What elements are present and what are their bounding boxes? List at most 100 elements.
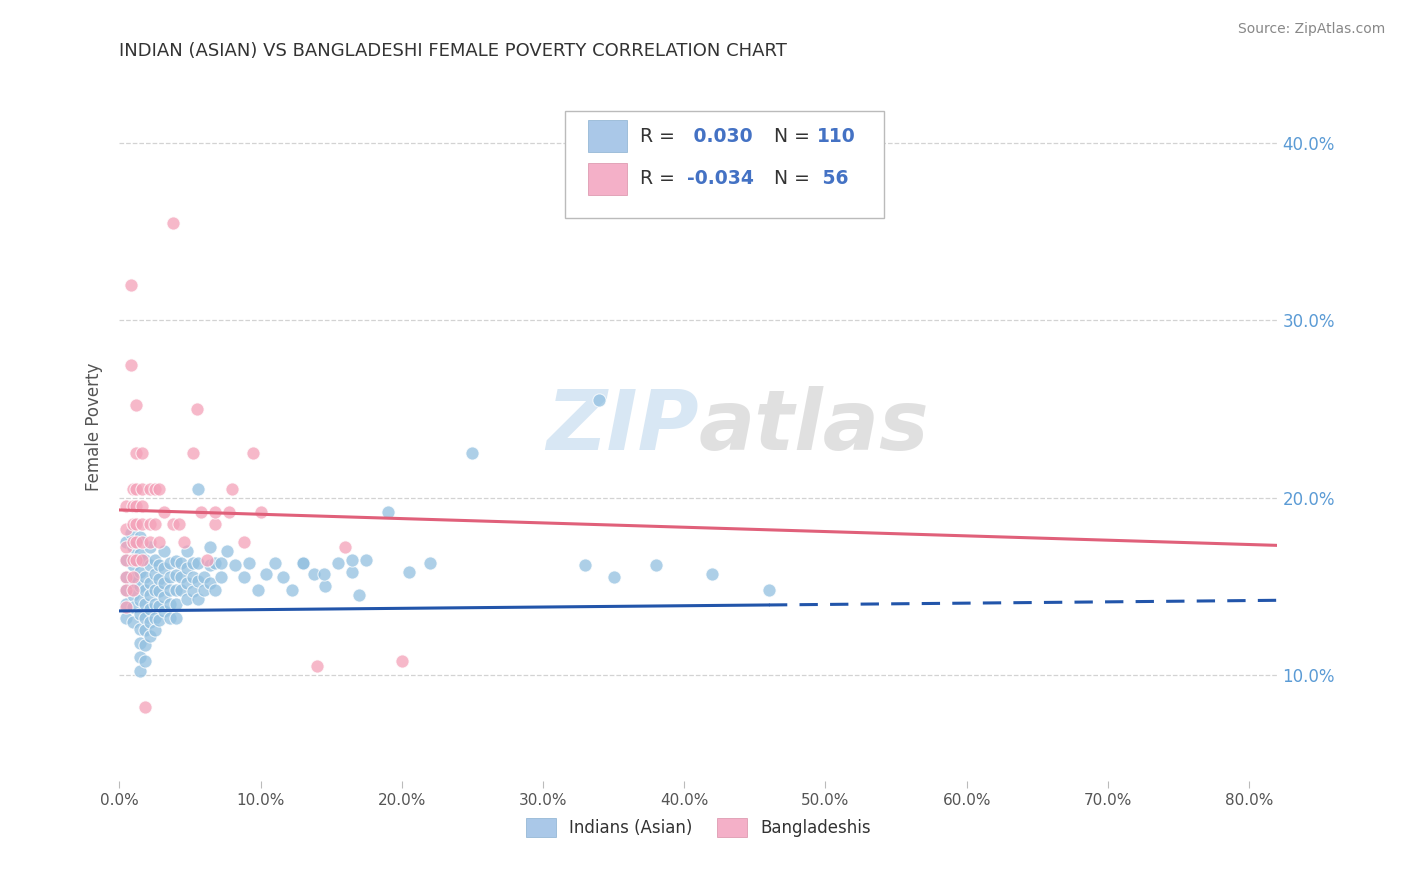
Point xyxy=(139,615,162,629)
Point xyxy=(159,597,181,611)
Point xyxy=(574,558,596,572)
Point xyxy=(129,650,152,665)
Point xyxy=(335,540,357,554)
Point xyxy=(758,582,780,597)
Point xyxy=(204,582,226,597)
Point xyxy=(148,584,170,599)
Point xyxy=(134,638,156,652)
Point xyxy=(204,517,226,532)
Point xyxy=(328,556,350,570)
Point xyxy=(198,540,221,554)
Point xyxy=(153,604,176,618)
Text: 0.030: 0.030 xyxy=(686,127,752,145)
Point xyxy=(170,556,193,570)
Point xyxy=(162,216,184,230)
Point xyxy=(125,446,148,460)
Point xyxy=(125,517,148,532)
Point xyxy=(148,572,170,586)
Point xyxy=(129,664,152,678)
Point xyxy=(176,543,198,558)
Point xyxy=(314,579,336,593)
Point xyxy=(131,500,153,514)
Point xyxy=(129,622,152,636)
Point xyxy=(159,570,181,584)
Point xyxy=(129,547,152,561)
Text: 56: 56 xyxy=(817,169,849,188)
Point xyxy=(115,582,138,597)
Point xyxy=(129,579,152,593)
Point xyxy=(209,570,232,584)
Point xyxy=(165,554,187,568)
Point xyxy=(391,653,413,667)
Point xyxy=(139,588,162,602)
Point xyxy=(115,570,138,584)
Point xyxy=(602,570,624,584)
Point xyxy=(645,558,668,572)
Point xyxy=(134,582,156,597)
Point xyxy=(187,574,209,588)
Point xyxy=(153,590,176,604)
Point xyxy=(187,591,209,606)
Point xyxy=(165,568,187,582)
Legend: Indians (Asian), Bangladeshis: Indians (Asian), Bangladeshis xyxy=(519,811,877,844)
Text: INDIAN (ASIAN) VS BANGLADESHI FEMALE POVERTY CORRELATION CHART: INDIAN (ASIAN) VS BANGLADESHI FEMALE POV… xyxy=(120,42,787,60)
Point xyxy=(209,556,232,570)
Point xyxy=(122,540,145,554)
Point xyxy=(419,556,441,570)
Point xyxy=(122,600,145,615)
Text: -0.034: -0.034 xyxy=(686,169,754,188)
Point xyxy=(131,517,153,532)
Point xyxy=(342,565,364,579)
Point xyxy=(115,500,138,514)
Point xyxy=(195,552,218,566)
Point xyxy=(170,570,193,584)
Point xyxy=(159,611,181,625)
Point xyxy=(342,552,364,566)
Point xyxy=(461,446,484,460)
Point xyxy=(120,526,142,541)
Point xyxy=(305,658,328,673)
Point xyxy=(131,534,153,549)
Point xyxy=(148,599,170,613)
Point xyxy=(134,653,156,667)
Point xyxy=(139,629,162,643)
Text: Source: ZipAtlas.com: Source: ZipAtlas.com xyxy=(1237,22,1385,37)
Point xyxy=(143,624,166,638)
Point xyxy=(139,534,162,549)
Point xyxy=(143,566,166,581)
Point xyxy=(349,588,371,602)
Point xyxy=(193,582,215,597)
Point xyxy=(224,558,246,572)
Point xyxy=(232,570,254,584)
Point xyxy=(215,543,238,558)
Point xyxy=(246,582,269,597)
Point xyxy=(186,402,208,417)
Point xyxy=(129,593,152,607)
Point xyxy=(115,582,138,597)
Point xyxy=(139,482,162,496)
Point xyxy=(129,607,152,622)
Point xyxy=(143,582,166,597)
Point xyxy=(280,582,302,597)
Point xyxy=(148,482,170,496)
Point xyxy=(122,588,145,602)
Point xyxy=(125,500,148,514)
Point xyxy=(115,611,138,625)
Point xyxy=(198,575,221,590)
Point xyxy=(115,570,138,584)
Text: atlas: atlas xyxy=(699,386,929,467)
Point xyxy=(115,540,138,554)
Point xyxy=(159,556,181,570)
Point xyxy=(176,561,198,575)
Point xyxy=(139,575,162,590)
Text: R =: R = xyxy=(640,169,675,188)
Point xyxy=(122,482,145,496)
Point xyxy=(125,570,148,584)
Point xyxy=(291,556,314,570)
Point xyxy=(173,534,195,549)
Text: R =: R = xyxy=(640,127,675,145)
Point xyxy=(131,446,153,460)
Point xyxy=(134,597,156,611)
Point xyxy=(153,575,176,590)
Point xyxy=(702,566,724,581)
